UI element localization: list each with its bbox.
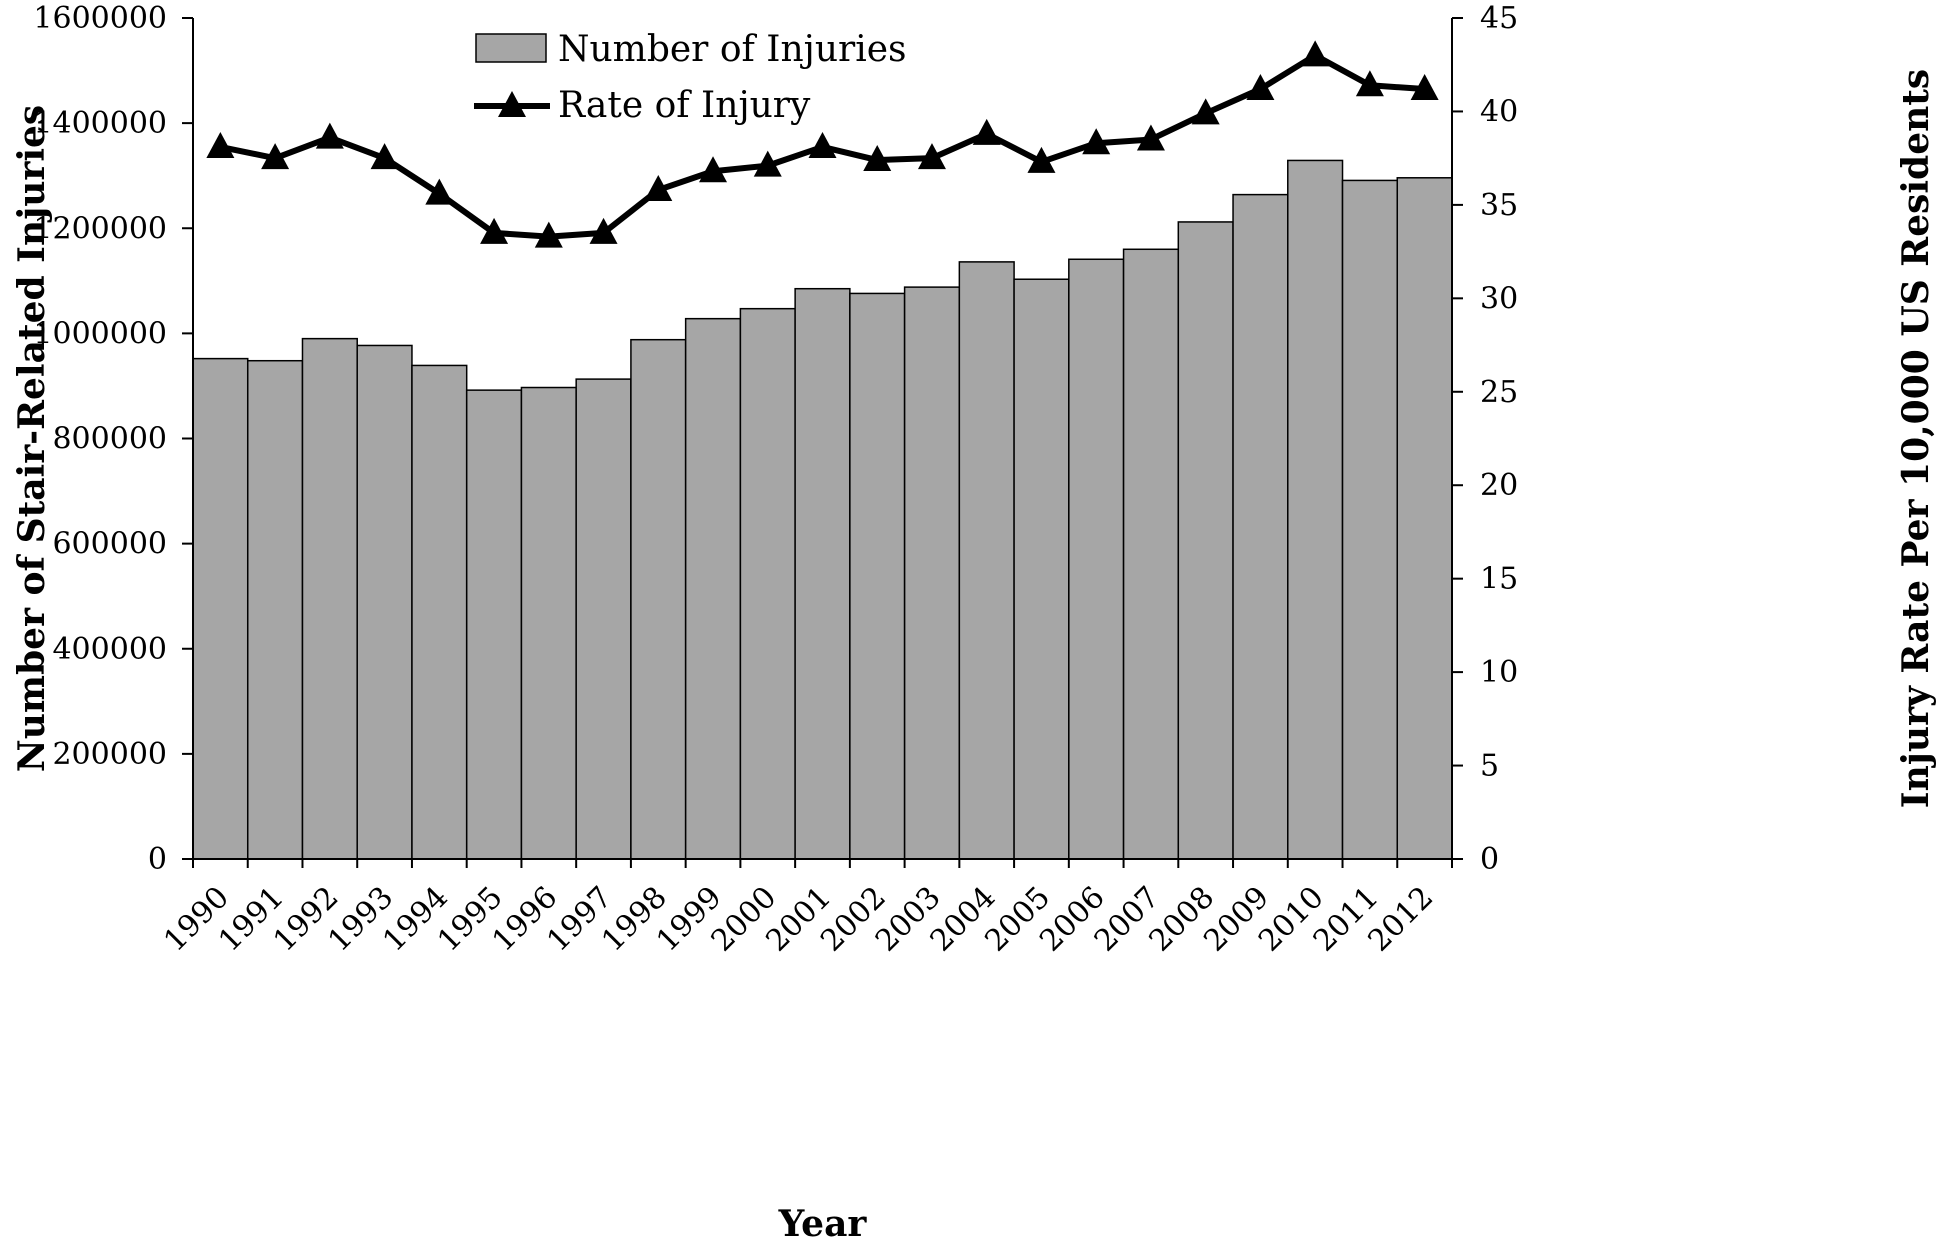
bar-2006 [1068,258,1125,860]
rate-marker-2011 [1355,70,1384,97]
rate-marker-1995 [480,217,509,244]
rate-marker-2007 [1136,124,1165,151]
y2-tick-label: 45 [1480,1,1518,36]
bar-1994 [411,364,468,860]
rate-marker-1997 [589,217,618,244]
rate-line-group [206,40,1439,248]
rate-marker-1993 [370,143,399,170]
legend: Number of Injuries Rate of Injury [474,29,907,126]
bar-2011 [1341,179,1399,860]
y2-tick-label: 35 [1480,188,1518,223]
bar-2012 [1396,177,1453,860]
y-tick-label: 1200000 [33,211,167,246]
rate-marker-2010 [1301,40,1330,67]
rate-marker-2003 [917,143,946,170]
bar-1998 [630,338,687,860]
rate-marker-2009 [1246,74,1275,101]
bar-1991 [246,359,304,860]
bar-2004 [958,261,1015,860]
bar-2005 [1013,278,1070,860]
axes-group [182,17,1463,868]
y2-tick-label: 20 [1480,468,1518,503]
bar-2002 [849,292,906,860]
y2-tick-label: 5 [1480,749,1499,784]
bar-2009 [1232,193,1289,860]
bar-2001 [794,287,851,860]
bar-1997 [575,378,632,860]
bars-group [192,159,1453,860]
bar-2003 [903,286,961,860]
y-tick-label: 1000000 [33,316,167,351]
rate-marker-2005 [1027,146,1056,173]
bar-2008 [1177,221,1234,860]
y2-tick-label: 25 [1480,375,1518,410]
y-tick-label: 800000 [52,422,167,457]
rate-marker-2002 [863,145,892,172]
bar-1990 [192,357,249,860]
y-tick-label: 600000 [52,527,167,562]
rate-marker-1994 [425,178,454,205]
y-tick-label: 1600000 [33,1,167,36]
rate-marker-2001 [808,131,837,158]
bar-2007 [1122,248,1180,860]
x-axis-title: Year [778,1203,868,1245]
y2-tick-label: 0 [1480,842,1499,877]
y2-tick-label: 30 [1480,281,1518,316]
rate-marker-2000 [753,150,782,177]
x-tick-label: 2012 [1362,880,1441,959]
y-axis-title: Number of Stair-Related Injuries [11,105,53,772]
y-tick-label: 1400000 [33,106,167,141]
rate-marker-1998 [644,174,673,201]
rate-marker-1996 [534,221,563,248]
legend-bar-swatch [475,33,547,63]
y2-tick-label: 10 [1480,655,1518,690]
y-tick-label: 400000 [52,632,167,667]
bar-2010 [1287,159,1344,860]
bar-1993 [356,344,413,860]
legend-label-rate: Rate of Injury [558,85,811,126]
y-tick-label: 200000 [52,737,167,772]
y-tick-label: 0 [148,842,167,877]
rate-marker-2006 [1082,128,1111,155]
legend-triangle-icon [498,91,526,117]
rate-marker-1990 [206,131,235,158]
legend-label-injuries: Number of Injuries [558,29,907,70]
y2-tick-label: 15 [1480,562,1518,597]
rate-marker-2004 [972,118,1001,145]
y2-tick-label: 40 [1480,94,1518,129]
bar-1996 [520,386,577,860]
rate-marker-1991 [261,143,290,170]
bar-1995 [465,389,523,860]
rate-marker-2008 [1191,98,1220,125]
bar-1999 [684,317,742,860]
y2-axis-title: Injury Rate Per 10,000 US Residents [1895,69,1937,808]
rate-marker-2012 [1410,74,1439,101]
rate-marker-1999 [699,156,728,183]
bar-2000 [739,307,796,860]
bar-1992 [301,337,358,860]
rate-marker-1992 [315,122,344,149]
